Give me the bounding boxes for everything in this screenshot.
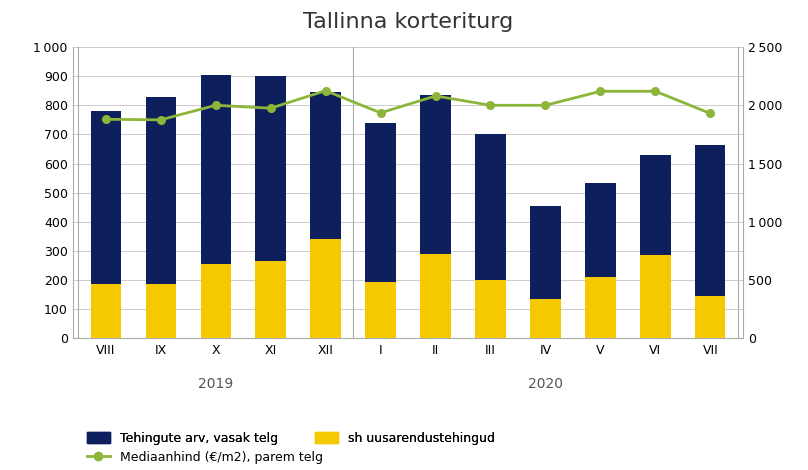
Bar: [200, 75, 231, 338]
Bar: [530, 206, 561, 338]
Bar: [255, 76, 286, 338]
Title: Tallinna korteriturg: Tallinna korteriturg: [303, 12, 513, 31]
Bar: [145, 96, 176, 338]
Bar: [640, 155, 671, 338]
Bar: [365, 123, 396, 338]
Bar: [310, 239, 341, 338]
Bar: [200, 264, 231, 338]
Bar: [475, 134, 506, 338]
Legend: Tehingute arv, vasak telg, sh uusarendustehingud: Tehingute arv, vasak telg, sh uusarendus…: [87, 432, 494, 445]
Bar: [420, 254, 451, 338]
Text: 2019: 2019: [198, 377, 234, 392]
Bar: [90, 284, 121, 338]
Bar: [475, 280, 506, 338]
Bar: [420, 95, 451, 338]
Bar: [585, 182, 616, 338]
Text: 2020: 2020: [528, 377, 563, 392]
Bar: [145, 284, 176, 338]
Bar: [640, 255, 671, 338]
Bar: [585, 277, 616, 338]
Bar: [695, 145, 726, 338]
Bar: [90, 111, 121, 338]
Bar: [310, 92, 341, 338]
Bar: [365, 282, 396, 338]
Bar: [255, 261, 286, 338]
Bar: [530, 299, 561, 338]
Bar: [695, 296, 726, 338]
Legend: Mediaanhind (€/m2), parem telg: Mediaanhind (€/m2), parem telg: [87, 451, 322, 464]
